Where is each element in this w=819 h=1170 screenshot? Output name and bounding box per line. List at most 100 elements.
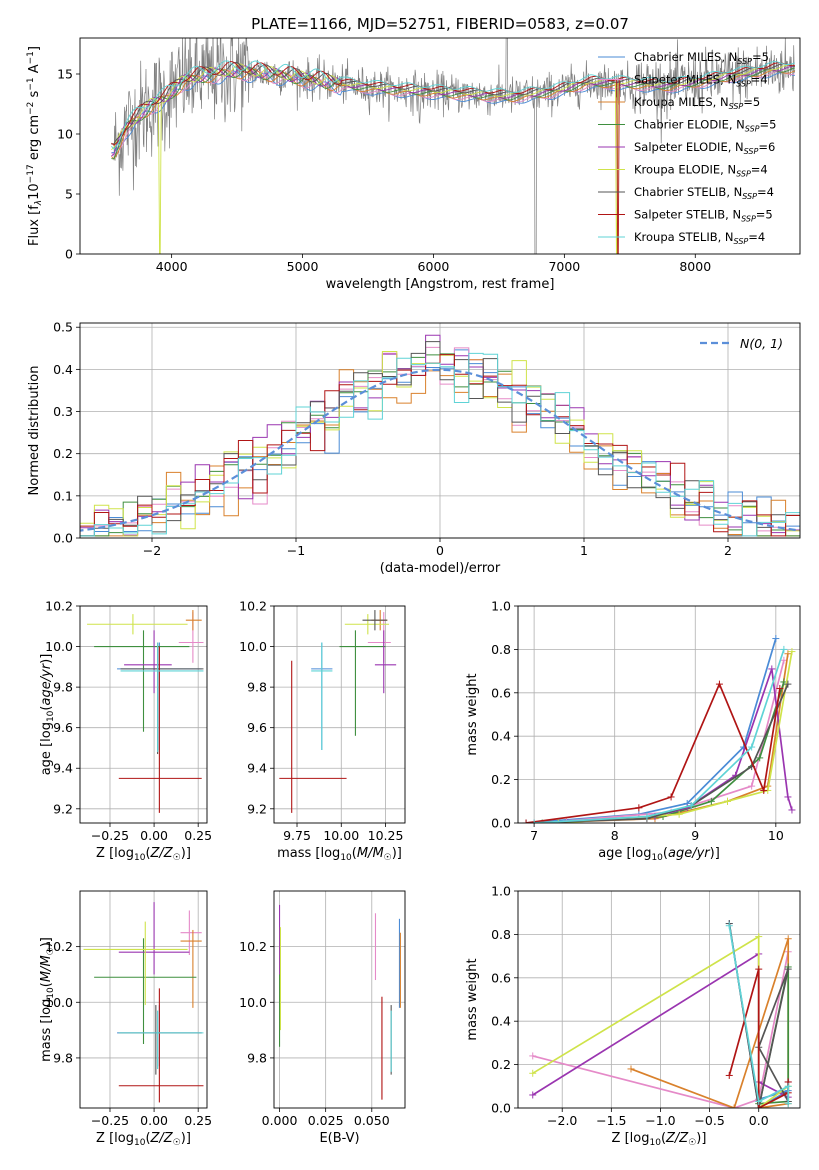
x-tick-label: 4000 <box>156 259 188 274</box>
x-tick-label: 0.0 <box>749 1113 769 1128</box>
x-tick-label: 0.00 <box>140 828 168 843</box>
series-marker <box>643 812 651 820</box>
legend-entry: Salpeter STELIB, NSSP=5 <box>634 208 773 224</box>
series-line <box>728 968 790 1108</box>
series-marker <box>730 1104 738 1108</box>
errorbar-point <box>120 642 204 755</box>
series-marker <box>667 793 675 801</box>
spectrum-data-line <box>113 38 796 254</box>
y-tick-label: 0.3 <box>53 404 73 419</box>
series-marker <box>784 650 792 658</box>
x-axis-label: age [log10(age/yr)] <box>598 846 720 863</box>
y-tick-label: 10.2 <box>239 939 267 954</box>
errorbar-point <box>120 642 204 753</box>
y-tick-label: 10.0 <box>45 995 73 1010</box>
spectrum-axes: 4000 5000 6000 7000 8000 0 5 10 15 wavelength [An… <box>26 37 801 292</box>
y-tick-label: 10.0 <box>45 639 73 654</box>
series-marker <box>755 1104 763 1108</box>
ebv-mass-axes: 0.000 0.025 0.050 9.8 10.0 10.2 E(B-V) <box>239 890 406 1146</box>
x-tick-label: 7 <box>530 828 538 843</box>
z-mass-plot-area <box>83 902 204 1103</box>
x-tick-label: 8000 <box>679 259 711 274</box>
x-tick-label: 0.050 <box>354 1113 390 1128</box>
series-marker <box>780 645 788 653</box>
y-tick-label: 10.0 <box>239 639 267 654</box>
series-marker <box>784 680 792 688</box>
series-marker <box>784 793 792 801</box>
series-marker <box>675 810 683 818</box>
z-weight-axes: −2.0 −1.5 −1.0 −0.5 0.0 0.0 0.2 0.4 0.6 0.8 1.0 Z [… <box>465 884 801 1148</box>
y-tick-label: 5 <box>65 187 73 202</box>
series-marker <box>529 1091 537 1099</box>
y-tick-label: 0.4 <box>491 1014 511 1029</box>
axes-frame <box>517 605 801 824</box>
y-tick-label: 15 <box>57 67 73 82</box>
series-marker <box>748 782 756 790</box>
y-tick-label: 0.6 <box>491 685 511 700</box>
series-marker <box>687 802 695 810</box>
y-tick-label: 0.8 <box>491 642 511 657</box>
y-tick-label: 9.8 <box>247 680 267 695</box>
errorbar-point <box>118 646 202 813</box>
y-tick-label: 1.0 <box>491 884 511 899</box>
errorbar-point <box>344 614 390 635</box>
axes-frame <box>273 605 406 824</box>
spectrum-model-line <box>111 60 795 150</box>
series-marker <box>755 965 763 973</box>
y-axis-label: Flux [fλ10−17 erg cm−2 s−1 A−1] <box>26 46 44 246</box>
x-tick-label: 0.25 <box>184 828 212 843</box>
ebv-mass-plot-area <box>278 904 401 1100</box>
y-tick-label: 0.4 <box>53 362 73 377</box>
series-marker <box>707 797 715 805</box>
y-tick-label: 9.8 <box>247 1050 267 1065</box>
y-tick-label: 0.2 <box>491 772 511 787</box>
legend-entry: Salpeter ELODIE, NSSP=6 <box>634 140 775 156</box>
series-marker <box>776 684 784 692</box>
errorbar-point <box>185 610 202 631</box>
x-tick-label: −0.25 <box>91 1113 129 1128</box>
axes-frame <box>517 890 801 1109</box>
y-tick-label: 0.2 <box>491 1057 511 1072</box>
series-marker <box>529 1069 537 1077</box>
legend-entry: N(0, 1) <box>740 336 783 351</box>
x-tick-label: 10.25 <box>368 828 404 843</box>
series-marker <box>725 922 733 930</box>
series-marker <box>788 806 796 814</box>
series-marker <box>772 635 780 643</box>
y-tick-label: 1.0 <box>491 599 511 614</box>
x-tick-label: 0.000 <box>262 1113 298 1128</box>
x-axis-label: wavelength [Angstrom, rest frame] <box>326 277 555 292</box>
errorbar-point <box>118 1005 202 1075</box>
y-tick-label: 0.0 <box>53 531 73 546</box>
legend-entry: Salpeter MILES, NSSP=4 <box>634 73 768 89</box>
series-marker <box>784 935 792 943</box>
x-tick-label: 1 <box>580 543 588 558</box>
y-tick-label: 10 <box>57 127 73 142</box>
errorbar-point <box>94 630 190 732</box>
x-tick-label: 10 <box>768 828 784 843</box>
z-mass-axes: −0.25 0.00 0.25 9.8 10.0 10.2 Z [log10(Z/Z☉)] m… <box>39 890 212 1148</box>
y-tick-label: 9.2 <box>53 801 73 816</box>
x-tick-label: 0.00 <box>140 1113 168 1128</box>
residual-hist-plot-area <box>80 334 800 537</box>
residual-legend: N(0, 1) <box>700 336 783 351</box>
axes-frame <box>79 37 801 255</box>
axes-frame <box>79 890 208 1109</box>
y-tick-label: 9.2 <box>247 801 267 816</box>
series-marker <box>715 680 723 688</box>
x-tick-label: −1.5 <box>596 1113 626 1128</box>
errorbar-point <box>311 642 333 750</box>
y-axis-label: mass weight <box>465 673 480 755</box>
axes-frame <box>79 322 801 539</box>
x-axis-label: E(B-V) <box>319 1131 359 1146</box>
x-tick-label: 0.025 <box>308 1113 344 1128</box>
figure-title: PLATE=1166, MJD=52751, FIBERID=0583, z=0… <box>251 15 629 33</box>
series-marker <box>748 743 756 751</box>
y-tick-label: 0.4 <box>491 729 511 744</box>
series-marker <box>627 1065 635 1073</box>
y-tick-label: 10.0 <box>239 995 267 1010</box>
y-tick-label: 0.6 <box>491 970 511 985</box>
axes-frame <box>79 605 208 824</box>
y-tick-label: 9.4 <box>247 761 267 776</box>
